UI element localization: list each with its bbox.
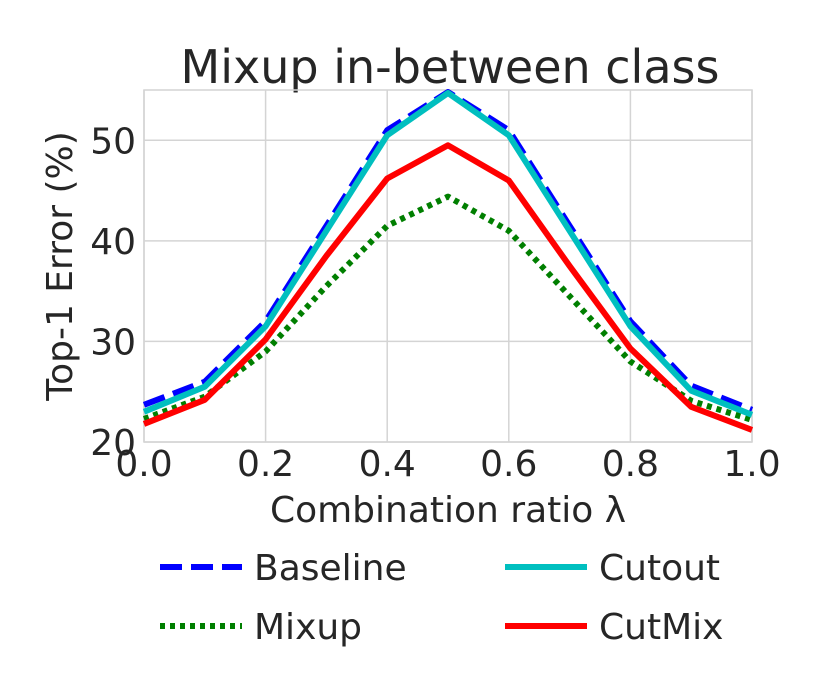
y-axis-label: Top-1 Error (%) — [40, 131, 81, 402]
y-tick-label: 40 — [90, 222, 136, 263]
legend-label-cutout: Cutout — [599, 548, 720, 589]
legend: Baseline Cutout Mixup CutMix — [160, 548, 723, 648]
legend-label-mixup: Mixup — [254, 607, 362, 648]
x-tick-label: 1.0 — [723, 444, 780, 485]
series-line-cutmix — [142, 142, 754, 433]
x-axis-label: Combination ratio λ — [270, 490, 626, 531]
series-lines — [142, 89, 754, 433]
x-tick-label: 0.6 — [480, 444, 537, 485]
tick-labels: 0.0 0.2 0.4 0.6 0.8 1.0 20 30 40 50 — [90, 121, 780, 485]
y-tick-label: 50 — [90, 121, 136, 162]
x-tick-label: 0.4 — [359, 444, 416, 485]
x-tick-label: 0.2 — [237, 444, 294, 485]
series-line-mixup — [142, 193, 753, 423]
y-tick-label: 20 — [90, 423, 136, 464]
legend-label-cutmix: CutMix — [599, 607, 723, 648]
legend-label-baseline: Baseline — [254, 548, 407, 589]
x-tick-label: 0.0 — [115, 444, 172, 485]
x-tick-label: 0.8 — [602, 444, 659, 485]
y-tick-label: 30 — [90, 322, 136, 363]
chart-title: Mixup in-between class — [181, 40, 720, 94]
series-line-cutout — [142, 90, 754, 418]
